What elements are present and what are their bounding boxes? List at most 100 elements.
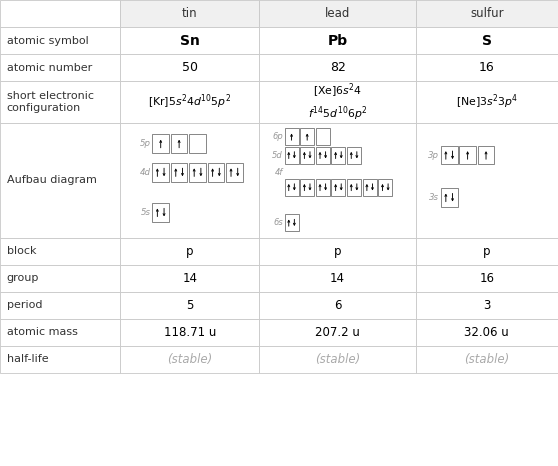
Bar xyxy=(0,238,120,265)
Bar xyxy=(208,163,224,182)
Text: block: block xyxy=(7,246,36,256)
Bar xyxy=(0,123,120,238)
Bar xyxy=(0,346,120,373)
Text: 14: 14 xyxy=(182,272,197,285)
Bar xyxy=(152,163,169,182)
Text: 5: 5 xyxy=(186,299,194,312)
Text: 3s: 3s xyxy=(429,193,439,202)
Bar xyxy=(331,179,345,196)
Bar xyxy=(416,265,558,292)
Text: 5p: 5p xyxy=(140,139,151,148)
Text: 16: 16 xyxy=(479,61,495,74)
Bar xyxy=(226,163,243,182)
Bar xyxy=(259,123,416,238)
Text: 50: 50 xyxy=(182,61,198,74)
Bar xyxy=(189,163,206,182)
Bar xyxy=(285,179,299,196)
Bar xyxy=(416,346,558,373)
Text: 3p: 3p xyxy=(428,151,439,160)
Bar xyxy=(416,0,558,27)
Bar xyxy=(0,54,120,81)
Text: S: S xyxy=(482,34,492,48)
Bar xyxy=(259,81,416,123)
Text: 207.2 u: 207.2 u xyxy=(315,326,360,339)
Bar xyxy=(416,54,558,81)
Bar xyxy=(478,146,494,164)
Bar xyxy=(300,147,314,164)
Text: 118.71 u: 118.71 u xyxy=(163,326,216,339)
Bar xyxy=(120,123,259,238)
Text: 4f: 4f xyxy=(275,168,283,178)
Bar xyxy=(259,0,416,27)
Text: 5s: 5s xyxy=(141,208,151,217)
Text: 4d: 4d xyxy=(140,168,151,177)
Text: (stable): (stable) xyxy=(315,353,360,366)
Bar xyxy=(441,146,458,164)
Bar xyxy=(171,134,187,153)
Text: [Kr]5$s^2$4$d^{10}$5$p^2$: [Kr]5$s^2$4$d^{10}$5$p^2$ xyxy=(148,93,232,111)
Bar xyxy=(285,147,299,164)
Bar xyxy=(259,54,416,81)
Bar xyxy=(259,238,416,265)
Text: 6s: 6s xyxy=(273,218,283,227)
Bar xyxy=(316,147,330,164)
Text: (stable): (stable) xyxy=(167,353,213,366)
Bar xyxy=(120,292,259,319)
Text: (stable): (stable) xyxy=(464,353,509,366)
Text: group: group xyxy=(7,273,39,283)
Bar xyxy=(416,319,558,346)
Bar xyxy=(0,319,120,346)
Text: 3: 3 xyxy=(483,299,490,312)
Bar xyxy=(0,0,120,27)
Bar xyxy=(171,163,187,182)
Text: p: p xyxy=(483,245,490,258)
Bar xyxy=(259,292,416,319)
Bar xyxy=(120,346,259,373)
Text: Pb: Pb xyxy=(328,34,348,48)
Bar xyxy=(347,179,361,196)
Bar xyxy=(120,54,259,81)
Text: tin: tin xyxy=(182,7,198,20)
Bar xyxy=(331,147,345,164)
Bar xyxy=(120,0,259,27)
Bar xyxy=(0,81,120,123)
Text: 32.06 u: 32.06 u xyxy=(464,326,509,339)
Text: short electronic
configuration: short electronic configuration xyxy=(7,91,94,113)
Bar xyxy=(378,179,392,196)
Bar xyxy=(152,203,169,222)
Bar xyxy=(316,129,330,145)
Bar xyxy=(347,147,361,164)
Bar xyxy=(189,134,206,153)
Bar xyxy=(363,179,377,196)
Text: p: p xyxy=(334,245,341,258)
Text: 14: 14 xyxy=(330,272,345,285)
Bar xyxy=(0,265,120,292)
Bar xyxy=(300,129,314,145)
Bar xyxy=(120,81,259,123)
Text: 6p: 6p xyxy=(272,132,283,141)
Bar xyxy=(441,188,458,207)
Text: p: p xyxy=(186,245,194,258)
Bar xyxy=(300,179,314,196)
Text: half-life: half-life xyxy=(7,354,49,364)
Bar xyxy=(259,265,416,292)
Text: [Xe]6$s^2$4
$f^{14}$5$d^{10}$6$p^2$: [Xe]6$s^2$4 $f^{14}$5$d^{10}$6$p^2$ xyxy=(308,82,367,123)
Bar xyxy=(120,265,259,292)
Text: atomic mass: atomic mass xyxy=(7,327,78,337)
Text: sulfur: sulfur xyxy=(470,7,504,20)
Bar xyxy=(416,123,558,238)
Bar xyxy=(285,214,299,231)
Text: [Ne]3$s^2$3$p^4$: [Ne]3$s^2$3$p^4$ xyxy=(456,93,518,111)
Bar xyxy=(0,292,120,319)
Text: period: period xyxy=(7,300,42,310)
Text: Sn: Sn xyxy=(180,34,200,48)
Bar xyxy=(120,238,259,265)
Bar xyxy=(259,27,416,54)
Text: Aufbau diagram: Aufbau diagram xyxy=(7,175,97,185)
Text: atomic symbol: atomic symbol xyxy=(7,35,89,46)
Bar xyxy=(259,346,416,373)
Bar xyxy=(259,319,416,346)
Text: lead: lead xyxy=(325,7,350,20)
Bar xyxy=(120,319,259,346)
Bar xyxy=(416,292,558,319)
